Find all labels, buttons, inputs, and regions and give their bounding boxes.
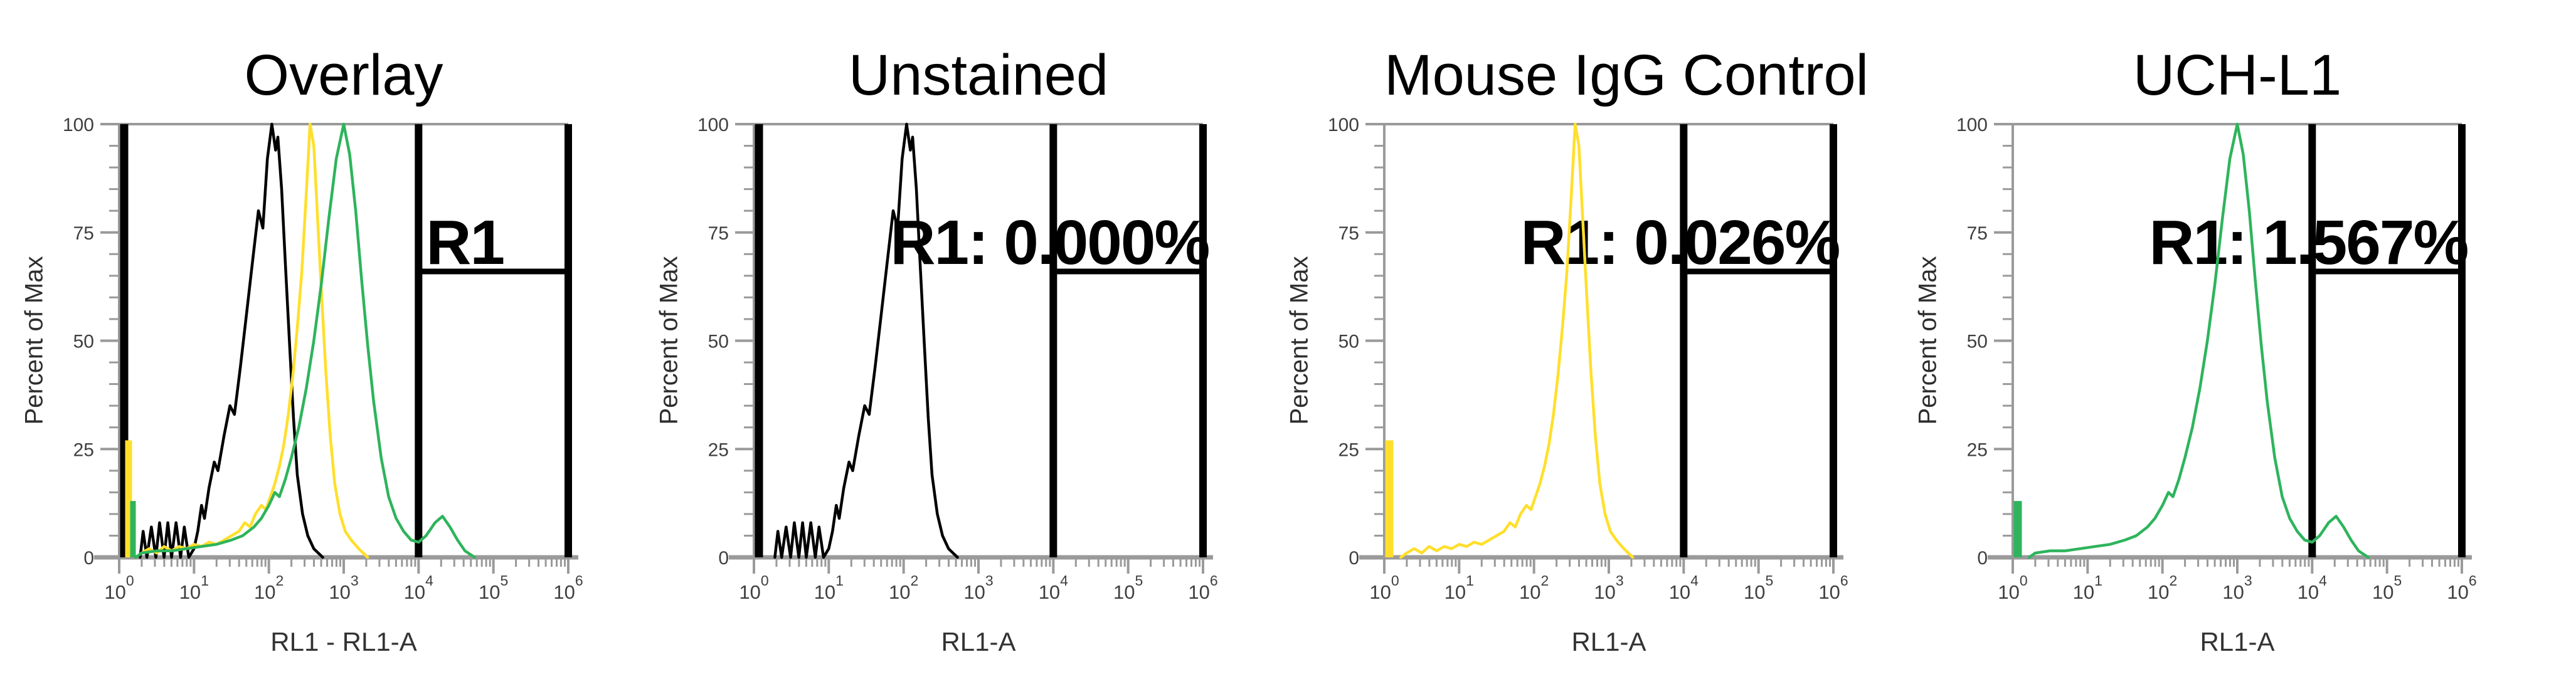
panel-title-overlay: Overlay [244,43,443,107]
curve-uchl1 [2028,122,2370,559]
x-tick-label: 101 [1444,572,1474,603]
y-tick-label: 50 [1338,332,1359,352]
x-tick-label: 100 [1369,572,1399,603]
x-tick-label: 101 [814,572,844,603]
y-tick-label: 0 [1977,548,1988,569]
x-tick-label: 104 [404,572,433,603]
x-tick-label: 105 [1113,572,1143,603]
gate-label: R1: 1.567% [2149,208,2467,278]
x-axis-label: RL1-A [941,627,1016,656]
y-tick-label: 75 [1967,223,1988,244]
y-tick-label: 100 [1956,115,1988,135]
x-tick-label: 105 [479,572,508,603]
y-tick-label: 75 [73,223,94,244]
x-tick-label: 104 [1669,572,1699,603]
curve-unstained [139,122,324,559]
x-tick-label: 103 [329,572,358,603]
y-tick-label: 25 [1967,439,1988,460]
y-tick-label: 0 [83,548,94,569]
x-axis-label: RL1 - RL1-A [270,627,417,656]
x-tick-label: 106 [2447,572,2476,603]
x-axis-label: RL1-A [2200,627,2275,656]
curve-uchl1 [134,122,477,559]
curve-igg [1399,122,1635,559]
y-axis-label: Percent of Max [655,256,683,425]
x-tick-label: 106 [1818,572,1848,603]
panel-title-uchl1: UCH-L1 [2133,43,2342,107]
y-axis-ticks: 0 25 50 75 100 [697,115,754,569]
y-axis-ticks: 0 25 50 75 100 [1956,115,2013,569]
x-axis-ticks: 100 101 102 103 104 105 106 [1369,557,1848,603]
x-tick-label: 104 [1039,572,1068,603]
x-tick-label: 100 [739,572,768,603]
x-axis-label: RL1-A [1571,627,1646,656]
gate-label: R1 [426,208,504,278]
y-tick-label: 75 [1338,223,1359,244]
panel-title-unstained: Unstained [848,43,1109,107]
y-tick-label: 25 [708,439,729,460]
y-axis-label: Percent of Max [20,256,48,425]
x-tick-label: 105 [1744,572,1773,603]
histogram-plot-4: 0 25 50 75 100 100 101 102 103 104 105 106 R1: 1.567… [1956,115,2477,603]
histogram-plot-1: 0 25 50 75 100 100 101 102 103 104 105 106 R1 [63,115,583,603]
x-axis-ticks: 100 101 102 103 104 105 106 [1998,557,2477,603]
x-tick-label: 103 [963,572,993,603]
y-axis-label: Percent of Max [1914,256,1942,425]
histogram-plot-3: 0 25 50 75 100 100 101 102 103 104 105 106 R1: 0.026… [1328,115,1848,603]
y-tick-label: 100 [63,115,94,135]
x-tick-label: 105 [2372,572,2402,603]
x-tick-label: 100 [1998,572,2027,603]
x-tick-label: 103 [1594,572,1623,603]
y-tick-label: 100 [697,115,729,135]
gate-label: R1: 0.026% [1520,208,1839,278]
x-tick-label: 102 [1519,572,1549,603]
x-tick-label: 101 [2073,572,2102,603]
y-tick-label: 75 [708,223,729,244]
x-tick-label: 106 [1188,572,1217,603]
gate-label: R1: 0.000% [890,208,1209,278]
y-axis-label: Percent of Max [1285,256,1313,425]
x-axis-ticks: 100 101 102 103 104 105 106 [104,557,583,603]
x-tick-label: 100 [104,572,134,603]
histogram-plot-2: 0 25 50 75 100 100 101 102 103 104 105 106 R1: 0.000… [697,115,1218,603]
x-tick-label: 104 [2298,572,2327,603]
y-tick-label: 50 [73,332,94,352]
y-tick-label: 0 [718,548,729,569]
x-tick-label: 102 [2148,572,2177,603]
x-tick-label: 103 [2222,572,2252,603]
y-tick-label: 0 [1349,548,1359,569]
x-tick-label: 101 [179,572,209,603]
y-tick-label: 50 [1967,332,1988,352]
curve-unstained [773,122,959,559]
y-tick-label: 25 [1338,439,1359,460]
x-axis-ticks: 100 101 102 103 104 105 106 [739,557,1218,603]
y-tick-label: 50 [708,332,729,352]
y-tick-label: 100 [1328,115,1359,135]
y-axis-ticks: 0 25 50 75 100 [63,115,119,569]
y-tick-label: 25 [73,439,94,460]
x-tick-label: 102 [254,572,284,603]
y-axis-ticks: 0 25 50 75 100 [1328,115,1384,569]
panel-title-igg: Mouse IgG Control [1384,43,1869,107]
x-tick-label: 102 [889,572,918,603]
x-tick-label: 106 [553,572,583,603]
